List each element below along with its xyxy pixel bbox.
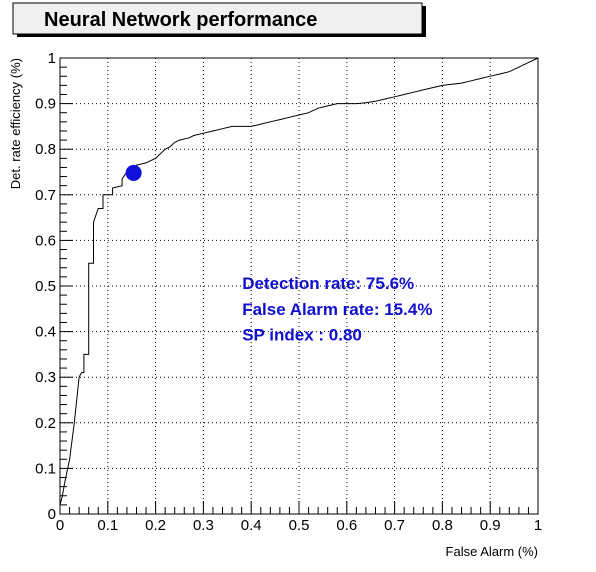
x-tick-label: 0.9 xyxy=(480,517,501,534)
axis-ticks xyxy=(59,57,539,515)
x-tick-label: 0.4 xyxy=(241,517,262,534)
x-tick-label: 0.5 xyxy=(289,517,310,534)
working-point-layer xyxy=(125,164,142,181)
annotation-text: SP index : 0.80 xyxy=(242,326,362,345)
x-tick-label: 1 xyxy=(534,517,542,534)
title-box-frame xyxy=(12,2,423,35)
y-tick-label: 0.7 xyxy=(35,187,56,204)
y-tick-label: 0.2 xyxy=(35,415,56,432)
x-tick-label: 0.3 xyxy=(193,517,214,534)
y-tick-label: 0.1 xyxy=(35,460,56,477)
x-tick-label: 0.6 xyxy=(336,517,357,534)
x-tick-label: 0.2 xyxy=(145,517,166,534)
y-tick-label: 0.5 xyxy=(35,278,56,295)
y-tick-label: 0.6 xyxy=(35,232,56,249)
annotation-text: Detection rate: 75.6% xyxy=(242,274,414,293)
y-axis-title: Det. rate efficiency (%) xyxy=(8,58,23,189)
annotation-text: False Alarm rate: 15.4% xyxy=(242,300,432,319)
x-axis-title: False Alarm (%) xyxy=(446,544,538,559)
title-box: Neural Network performance xyxy=(12,2,426,37)
x-tick-label: 0 xyxy=(56,517,64,534)
roc-curve-layer xyxy=(59,57,539,514)
y-tick-labels: 0 0.1 0.2 0.3 0.4 0.5 0.6 0.7 0.8 0.9 1 xyxy=(35,50,56,523)
y-tick-label: 0.9 xyxy=(35,96,56,113)
annotations: Detection rate: 75.6% False Alarm rate: 1… xyxy=(242,274,432,345)
x-tick-labels: 0 0.1 0.2 0.3 0.4 0.5 0.6 0.7 0.8 0.9 1 xyxy=(56,517,542,534)
x-tick-label: 0.8 xyxy=(432,517,453,534)
y-tick-label: 0.8 xyxy=(35,141,56,158)
roc-curve-line xyxy=(59,57,539,514)
y-tick-label: 1 xyxy=(48,50,56,67)
x-tick-label: 0.1 xyxy=(97,517,118,534)
working-point-marker xyxy=(125,164,142,181)
y-tick-label: 0.4 xyxy=(35,324,56,341)
chart-title: Neural Network performance xyxy=(44,9,317,31)
y-tick-label: 0 xyxy=(48,506,56,523)
y-tick-label: 0.3 xyxy=(35,369,56,386)
x-tick-label: 0.7 xyxy=(384,517,405,534)
grid xyxy=(60,58,538,514)
